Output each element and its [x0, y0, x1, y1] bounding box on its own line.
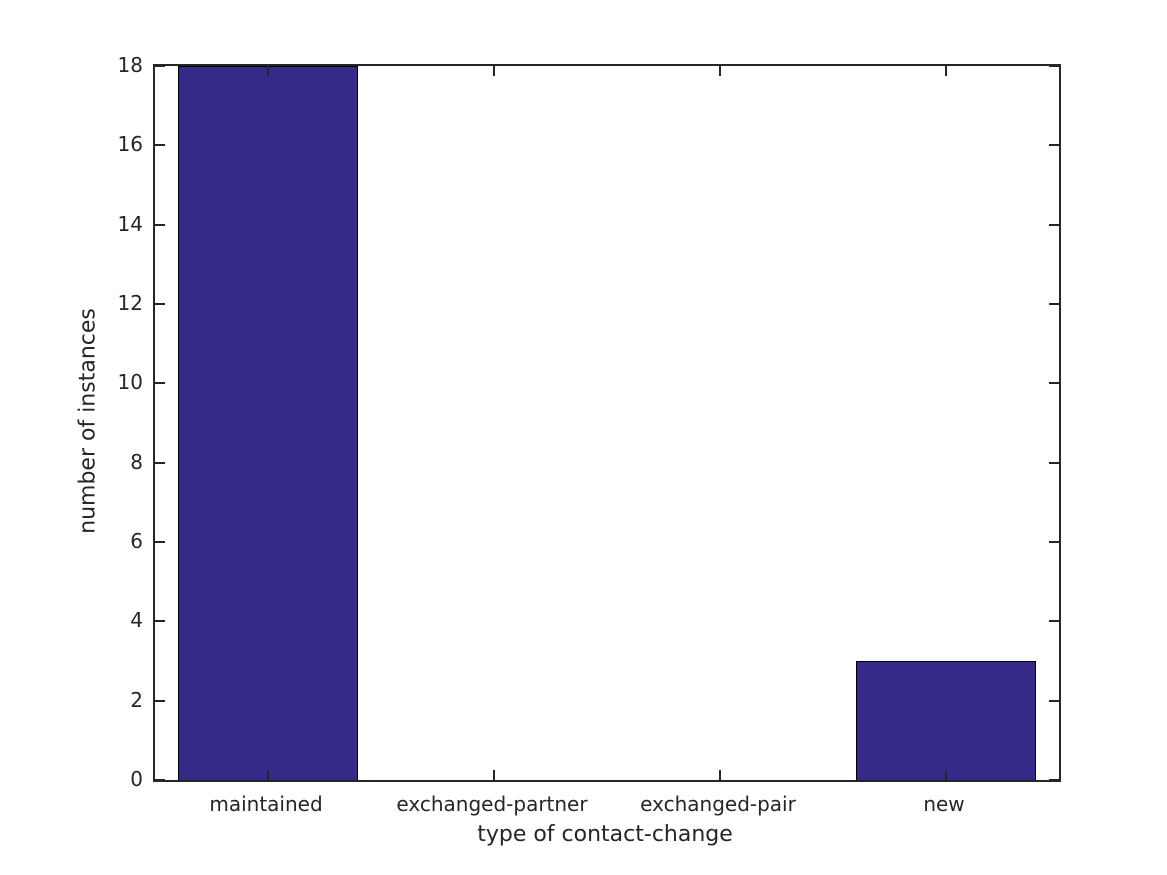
- x-tick-mark: [493, 770, 495, 780]
- y-tick-mark: [1049, 779, 1059, 781]
- x-tick-mark: [267, 770, 269, 780]
- y-tick-mark: [155, 699, 165, 702]
- y-tick-label: 6: [130, 529, 143, 553]
- y-tick-mark: [1049, 541, 1059, 543]
- x-tick-mark: [719, 770, 721, 780]
- y-tick-mark: [155, 303, 165, 305]
- y-tick-mark: [155, 223, 165, 226]
- y-tick-mark: [1049, 223, 1059, 226]
- y-tick-mark: [155, 779, 165, 781]
- y-tick-mark: [155, 65, 165, 67]
- y-tick-label: 14: [117, 211, 143, 236]
- x-tick-mark: [719, 66, 721, 76]
- y-tick-label: 12: [117, 291, 143, 315]
- x-axis-label: type of contact-change: [477, 822, 733, 847]
- y-tick-mark: [1049, 461, 1059, 464]
- y-tick-mark: [155, 620, 165, 623]
- y-axis-label: number of instances: [75, 308, 101, 534]
- y-tick-label: 18: [117, 53, 143, 77]
- y-tick-label: 8: [130, 449, 143, 474]
- y-tick-mark: [1049, 144, 1059, 147]
- x-tick-mark: [493, 66, 495, 76]
- y-tick-mark: [155, 382, 165, 385]
- y-tick-label: 0: [130, 767, 143, 791]
- y-tick-mark: [1049, 620, 1059, 623]
- x-tick-mark: [945, 66, 947, 76]
- x-tick-label-maintained: maintained: [209, 792, 323, 816]
- y-tick-label: 2: [130, 687, 143, 712]
- x-tick-label-exchanged-partner: exchanged-partner: [396, 792, 588, 816]
- y-tick-label: 16: [117, 132, 143, 157]
- y-tick-mark: [1049, 303, 1059, 305]
- y-tick-label: 4: [130, 608, 143, 633]
- y-tick-mark: [155, 144, 165, 147]
- y-tick-mark: [155, 461, 165, 464]
- bar-new: [855, 661, 1037, 780]
- bar-maintained: [177, 66, 359, 780]
- y-tick-mark: [1049, 699, 1059, 702]
- x-tick-label-exchanged-pair: exchanged-pair: [640, 792, 796, 816]
- y-tick-mark: [1049, 65, 1059, 67]
- y-tick-mark: [1049, 382, 1059, 385]
- x-tick-mark: [945, 770, 947, 780]
- y-tick-mark: [155, 541, 165, 543]
- y-tick-label: 10: [117, 370, 143, 395]
- plot-area: [153, 64, 1061, 782]
- x-tick-mark: [267, 66, 269, 76]
- x-tick-label-new: new: [923, 792, 965, 816]
